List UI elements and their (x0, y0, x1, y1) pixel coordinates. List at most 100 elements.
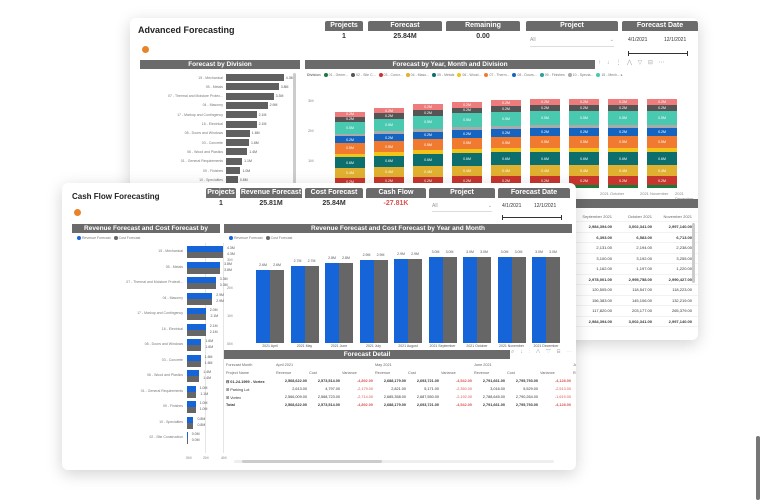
table-cell: -1,619.00 (554, 395, 571, 399)
division-bar (226, 111, 257, 119)
revenue-bar[interactable] (187, 277, 216, 283)
revenue-value: 2.9M (397, 252, 405, 256)
division-bar-row[interactable]: 01 - General Requirements 1.1M (140, 157, 252, 165)
date-start[interactable]: 4/1/2021 (502, 203, 522, 209)
column-segment: 0.5M (452, 137, 482, 150)
cost-bar[interactable] (408, 259, 422, 343)
date-start[interactable]: 4/1/2021 (628, 37, 648, 43)
revenue-bar[interactable] (428, 257, 443, 343)
legend-dot (432, 73, 437, 78)
cost-bar[interactable] (187, 407, 196, 413)
revenue-bar[interactable] (187, 416, 194, 423)
division-bar-row[interactable]: 08 - Doors and Windows 1.6M (140, 129, 260, 137)
division-bar-row[interactable]: 04 - Masonry 2.9M (140, 101, 277, 109)
cost-bar[interactable] (187, 391, 197, 398)
cost-bar[interactable] (511, 257, 526, 343)
date-end[interactable]: 12/1/2021 (664, 37, 687, 43)
cost-bar[interactable] (187, 360, 201, 367)
warning-icon[interactable] (142, 46, 149, 53)
cost-bar[interactable] (187, 422, 194, 429)
project-dropdown[interactable]: All ⌄ (530, 37, 614, 47)
division-bar-row[interactable]: 10 - Specialties 0.8M (140, 176, 248, 184)
cost-bar[interactable] (187, 376, 200, 382)
cost-bar[interactable] (373, 260, 388, 343)
revenue-bar[interactable] (187, 323, 206, 330)
division-bar-row[interactable]: 17 - Markup and Contingency 2.1M (140, 111, 266, 119)
revenue-bar[interactable] (497, 257, 512, 343)
stacked-column[interactable]: 0.2M 0.4M 0.6M 0.5M 0.2M 0.5M 0.2M 0.2M (647, 99, 677, 188)
stacked-column[interactable]: 0.2M 0.4M 0.6M 0.5M 0.2M 0.5M 0.2M 0.2M (413, 104, 443, 188)
revenue-bar[interactable] (187, 432, 188, 438)
division-scrollbar[interactable] (293, 73, 296, 185)
revenue-bar[interactable] (359, 260, 374, 343)
stacked-column[interactable]: 0.2M 0.4M 0.6M 0.5M 0.2M 0.5M 0.2M 0.2M (569, 99, 599, 188)
stacked-column[interactable]: 0.2M 0.4M 0.6M 0.5M 0.2M 0.5M 0.2M 0.2M (491, 99, 521, 188)
cost-bar[interactable] (187, 345, 202, 351)
stacked-column[interactable]: 0.2M 0.4M 0.6M 0.5M 0.2M 0.5M 0.2M 0.2M (335, 111, 365, 188)
division-bar-row[interactable]: 05 - Metals 3.8M (140, 83, 288, 91)
division-bar-row[interactable]: 06 - Wood and Plastics 1.4M (140, 148, 257, 156)
revenue-bar[interactable] (187, 292, 213, 299)
cost-bar[interactable] (187, 438, 188, 444)
division-bar-row[interactable]: 16 - Electrical 2.1M (140, 120, 266, 128)
revenue-bar[interactable] (394, 259, 408, 343)
table-cell: 2,873,182.00 (573, 395, 576, 399)
project-filter[interactable]: Project (526, 21, 618, 31)
cost-bar[interactable] (187, 283, 216, 289)
column-segment (647, 148, 677, 152)
revenue-bar[interactable] (187, 401, 196, 407)
page-vertical-scrollbar[interactable] (756, 436, 760, 500)
table-cell: 3,100.00 (596, 255, 612, 261)
revenue-bar[interactable] (187, 261, 221, 268)
division-bar-row[interactable]: 09 - Finishes 1.0M (140, 167, 250, 174)
division-bar-row[interactable]: 07 - Thermal and Moisture Protec... 3.3M (140, 92, 283, 100)
table-scrollbar[interactable] (692, 223, 695, 283)
revenue-bar[interactable] (256, 270, 270, 343)
cost-bar[interactable] (546, 257, 560, 343)
cost-bar[interactable] (187, 298, 213, 305)
legend-dot (539, 73, 544, 78)
division-bar-row[interactable]: 15 - Mechanical 4.3M (140, 74, 294, 81)
legend-next-arrow[interactable]: ▸ (619, 73, 623, 77)
project-filter[interactable]: Project (429, 188, 495, 198)
month-label: 2021 October (466, 344, 488, 348)
revenue-bar[interactable] (187, 354, 201, 361)
cost-bar[interactable] (442, 257, 457, 343)
legend-label: 01 - Gener... (328, 73, 349, 77)
revenue-bar[interactable] (290, 266, 305, 343)
cost-bar[interactable] (270, 270, 284, 343)
cost-bar[interactable] (187, 267, 221, 274)
stacked-column[interactable]: 0.2M 0.4M 0.6M 0.5M 0.2M 0.5M 0.2M 0.2M (374, 108, 404, 188)
stacked-column[interactable]: 0.2M 0.4M 0.6M 0.5M 0.2M 0.5M 0.2M 0.2M (608, 99, 638, 188)
column-segment: 0.2M (491, 105, 521, 112)
table-cell: 2,568,622.00 (284, 403, 307, 407)
revenue-bar[interactable] (187, 339, 202, 345)
cost-bar[interactable] (477, 257, 491, 343)
cost-bar[interactable] (304, 266, 319, 343)
stacked-column[interactable]: 0.2M 0.4M 0.6M 0.5M 0.2M 0.5M 0.2M 0.2M (530, 99, 560, 188)
revenue-bar[interactable] (187, 246, 223, 252)
revenue-bar[interactable] (325, 263, 339, 343)
cost-bar[interactable] (187, 329, 206, 336)
revenue-bar[interactable] (187, 308, 206, 314)
date-end[interactable]: 12/1/2021 (534, 203, 557, 209)
revenue-bar[interactable] (187, 370, 200, 376)
cost-bar[interactable] (187, 314, 207, 320)
visual-toolbar[interactable]: ↑ ↓ ⋮ ⋀ ▽ ⊟ ⋯ (598, 60, 667, 66)
cost-bar[interactable] (339, 263, 353, 343)
column-segment: 0.6M (374, 155, 404, 168)
project-dropdown[interactable]: All ⌄ (432, 203, 492, 212)
table-cell: 2,566,009.00 (284, 395, 307, 399)
date-range-slider[interactable] (628, 51, 688, 56)
revenue-bar[interactable] (463, 257, 477, 343)
visual-toolbar[interactable]: ⌕ ↓ ⋮ ⋀ ▽ ⊟ ⋯ (511, 349, 575, 355)
revenue-bar[interactable] (532, 257, 546, 343)
cost-bar[interactable] (187, 252, 223, 258)
warning-icon[interactable] (74, 209, 81, 216)
division-bar-row[interactable]: 03 - Concrete 1.6M (140, 139, 259, 147)
stacked-column[interactable]: 0.2M 0.4M 0.6M 0.5M 0.2M 0.5M 0.2M 0.2M (452, 101, 482, 188)
revenue-bar[interactable] (187, 385, 196, 392)
date-range-slider[interactable] (502, 215, 562, 220)
detail-horizontal-scrollbar[interactable] (242, 460, 382, 463)
legend-label: Cost Forecast (270, 236, 293, 240)
